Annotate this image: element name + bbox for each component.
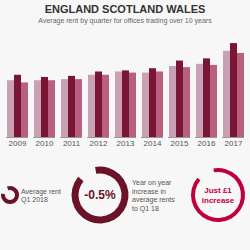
svg-text:2016: 2016 [198,139,216,148]
svg-text:2017: 2017 [225,139,243,148]
svg-text:2011: 2011 [63,139,81,148]
svg-text:2010: 2010 [36,139,54,148]
svg-text:Average rentQ1 2018: Average rentQ1 2018 [21,187,61,204]
svg-text:2012: 2012 [90,139,108,148]
html-text:Average rent by quarter for of: Average rent by quarter for offices trad… [38,17,212,24]
svg-text:Year on yearincrease inaverage: Year on yearincrease inaverage rentsto Q… [132,178,175,212]
svg-text:2013: 2013 [117,139,135,148]
svg-text:Just £1increase: Just £1increase [202,186,235,205]
html-text:ENGLAND SCOTLAND WALES: ENGLAND SCOTLAND WALES [44,3,206,15]
svg-text:2015: 2015 [171,139,189,148]
svg-text:-0.5%: -0.5% [84,188,116,202]
svg-text:2009: 2009 [9,139,27,148]
svg-text:2014: 2014 [144,139,162,148]
